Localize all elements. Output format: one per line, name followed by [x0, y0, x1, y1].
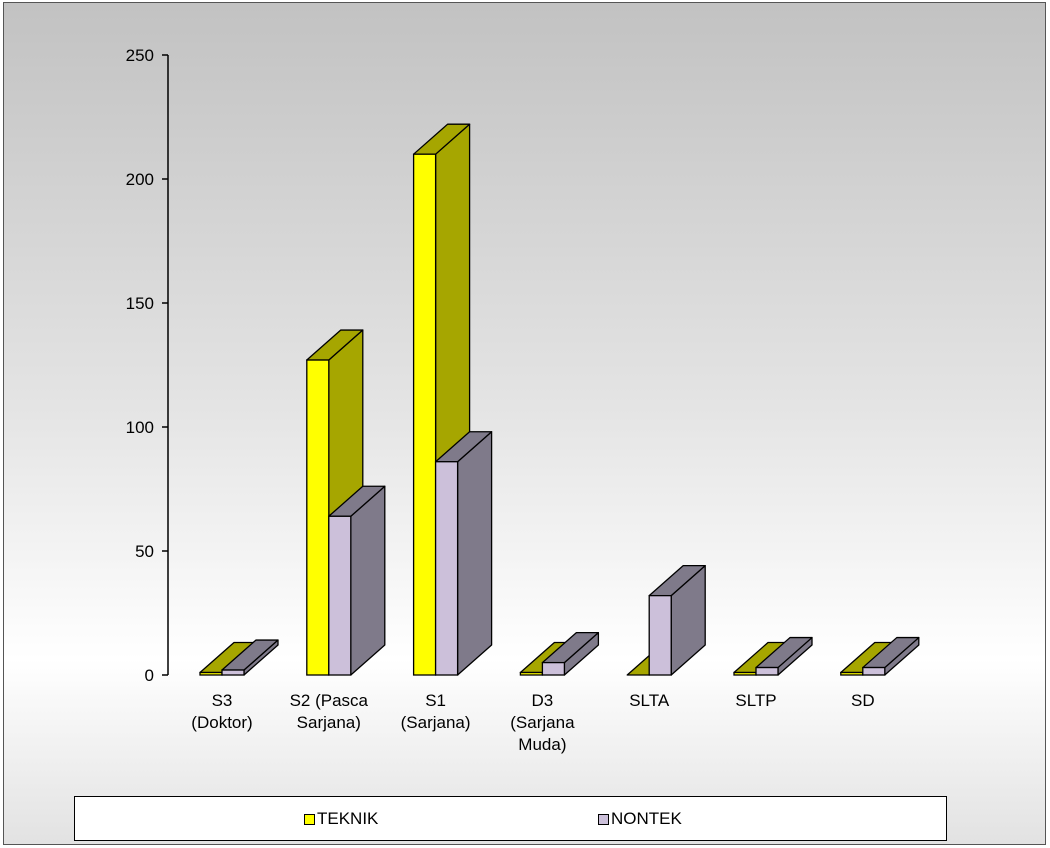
y-tick-label-2: 100 [126, 418, 154, 437]
x-category-label-5: SLTP [735, 691, 776, 710]
bar-teknik-1-front [306, 359, 330, 676]
bar-nontek-3 [541, 631, 600, 676]
bar-teknik-2-front [412, 153, 437, 676]
category-labels: S3 (Doktor) S2 (Pasca Sarjana) S1 (Sarjana) D3… [191, 691, 874, 754]
y-tick-label-4: 200 [126, 170, 154, 189]
y-tick-label-5: 250 [126, 46, 154, 65]
bar-nontek-2 [434, 431, 493, 676]
legend-label-teknik: TEKNIK [317, 809, 379, 828]
bar-nontek-1-side [350, 485, 386, 676]
bar-nontek-0 [221, 639, 279, 676]
bars-group [199, 123, 920, 676]
bar-teknik-0-front [199, 671, 223, 676]
chart-area: 0 50 100 150 200 250 S3 (Doktor) S2 (Pasca Sarja… [3, 2, 1046, 845]
bar-nontek-1 [328, 485, 386, 676]
bar-nontek-5-front [755, 666, 779, 676]
x-category-label-0: S3 (Doktor) [191, 691, 252, 732]
bar-teknik-3-front [519, 671, 544, 676]
bar-nontek-6-front [862, 666, 886, 676]
x-category-label-2: S1 (Sarjana) [401, 691, 471, 732]
bar-nontek-2-front [434, 461, 459, 676]
bar-nontek-1-front [328, 515, 352, 676]
bar-teknik-5-front [733, 671, 757, 676]
x-category-label-4: SLTA [629, 691, 670, 710]
legend-item-nontek: NONTEK [598, 809, 682, 829]
legend-swatch-nontek [598, 813, 609, 825]
bar-nontek-2-side [456, 431, 493, 676]
y-tick-label-0: 0 [145, 666, 154, 685]
bar-nontek-3-front [541, 661, 566, 676]
y-tick-label-3: 150 [126, 294, 154, 313]
x-category-label-6: SD [851, 691, 875, 710]
bar-nontek-4 [648, 564, 706, 676]
x-category-label-1: S2 (Pasca Sarjana) [290, 691, 369, 732]
legend-item-teknik: TEKNIK [304, 809, 378, 829]
bar-nontek-0-front [221, 669, 245, 676]
bar-nontek-5 [755, 636, 813, 676]
bar-nontek-6 [862, 636, 920, 676]
chart-plot: 0 50 100 150 200 250 S3 (Doktor) S2 (Pasca Sarja… [126, 46, 920, 754]
legend-swatch-teknik [304, 813, 315, 825]
legend: TEKNIK NONTEK [74, 796, 947, 841]
bar-teknik-6-front [840, 671, 864, 676]
legend-label-nontek: NONTEK [611, 809, 682, 828]
bar-nontek-4-front [648, 594, 672, 676]
y-axis-ticks: 0 50 100 150 200 250 [126, 46, 168, 685]
y-tick-label-1: 50 [135, 542, 154, 561]
x-category-label-3: D3 (Sarjana Muda) [510, 691, 575, 754]
